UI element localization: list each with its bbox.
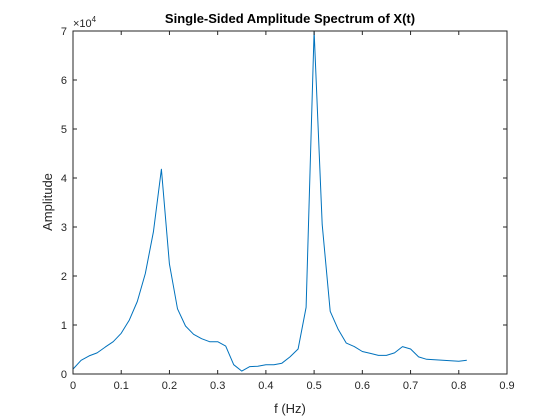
y-tick-label: 7 <box>61 26 67 38</box>
y-tick-label: 0 <box>61 369 67 381</box>
x-tick-label: 0.7 <box>403 380 418 392</box>
x-axis-label: f (Hz) <box>274 401 306 416</box>
chart-title: Single-Sided Amplitude Spectrum of X(t) <box>165 11 415 26</box>
x-tick-label: 0.4 <box>258 380 273 392</box>
x-tick-label: 0 <box>70 380 76 392</box>
x-tick-label: 0.3 <box>210 380 225 392</box>
y-tick-label: 4 <box>61 173 67 185</box>
y-exponent-base: ×10 <box>73 18 92 30</box>
axes-layer <box>72 30 508 375</box>
x-tick-label: 0.5 <box>306 380 321 392</box>
plot-area <box>73 31 507 374</box>
x-tick-label: 0.6 <box>355 380 370 392</box>
x-tick-label: 0.8 <box>451 380 466 392</box>
y-tick-label: 3 <box>61 222 67 234</box>
series-layer <box>72 30 467 372</box>
y-tick-label: 6 <box>61 75 67 87</box>
x-tick-label: 0.2 <box>162 380 177 392</box>
y-tick-label: 1 <box>61 320 67 332</box>
x-tick-label: 0.1 <box>114 380 129 392</box>
series-line-1 <box>72 30 467 372</box>
ticks-layer: 0 0.1 0.2 0.3 0.4 0.5 0.6 0.7 0.8 0.9 0 1 2 3 4 5 6 7 <box>61 26 515 392</box>
y-tick-label: 5 <box>61 124 67 136</box>
y-axis-label: Amplitude <box>40 173 55 231</box>
y-exponent-label: ×104 <box>73 15 97 30</box>
x-tick-label: 0.9 <box>499 380 514 392</box>
y-exponent-power: 4 <box>92 15 97 24</box>
y-tick-label: 2 <box>61 271 67 283</box>
axes-box <box>72 30 508 375</box>
